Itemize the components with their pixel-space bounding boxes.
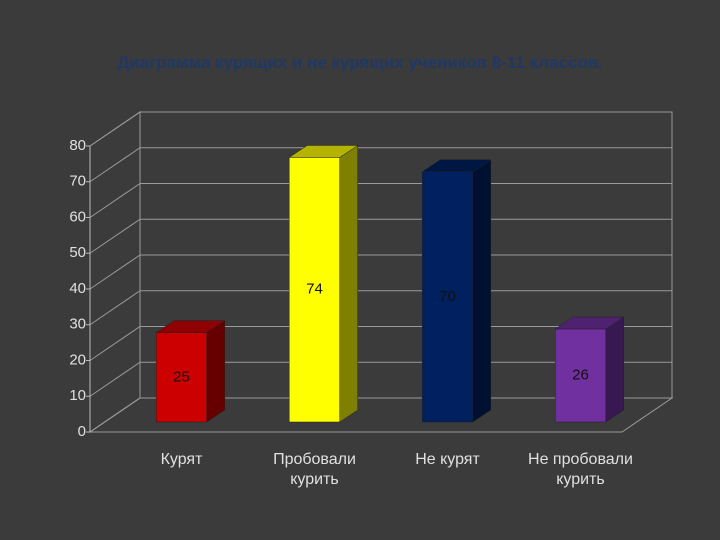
bar <box>554 328 607 423</box>
grid-line <box>89 218 672 254</box>
x-tick-label: Не пробовали курить <box>528 451 633 488</box>
bar-side <box>472 159 492 423</box>
bar <box>288 157 341 423</box>
grid-line <box>89 254 672 290</box>
grid-line <box>89 147 672 183</box>
value-label: 26 <box>572 366 589 383</box>
bar <box>155 332 208 423</box>
bar-side <box>339 144 359 423</box>
y-tick-label: 40 <box>69 280 86 297</box>
y-tick-label: 0 <box>78 423 86 440</box>
x-tick-label: Пробовали курить <box>273 451 356 488</box>
grid-line <box>89 183 672 218</box>
y-tick-label: 10 <box>69 387 86 404</box>
y-tick-label: 30 <box>69 316 86 333</box>
y-tick-label: 60 <box>69 208 86 225</box>
x-tick-label: Курят <box>160 451 203 468</box>
y-tick-label: 80 <box>69 137 86 154</box>
y-tick-label: 20 <box>69 351 86 368</box>
grid-line <box>89 326 672 361</box>
value-label: 74 <box>306 281 323 298</box>
bar-side <box>206 320 226 423</box>
grid-line <box>89 361 672 397</box>
grid-line <box>89 111 672 147</box>
grid-line <box>89 290 672 326</box>
y-tick-label: 70 <box>69 173 86 190</box>
x-tick-label: Не курят <box>415 451 480 468</box>
grid-line <box>89 397 672 433</box>
value-label: 70 <box>439 288 456 305</box>
bar <box>421 171 474 423</box>
chart-title: Диаграмма курящих и не курящих учеников … <box>117 53 603 72</box>
value-label: 25 <box>173 368 190 385</box>
y-tick-label: 50 <box>69 244 86 261</box>
bar-side <box>605 316 625 423</box>
